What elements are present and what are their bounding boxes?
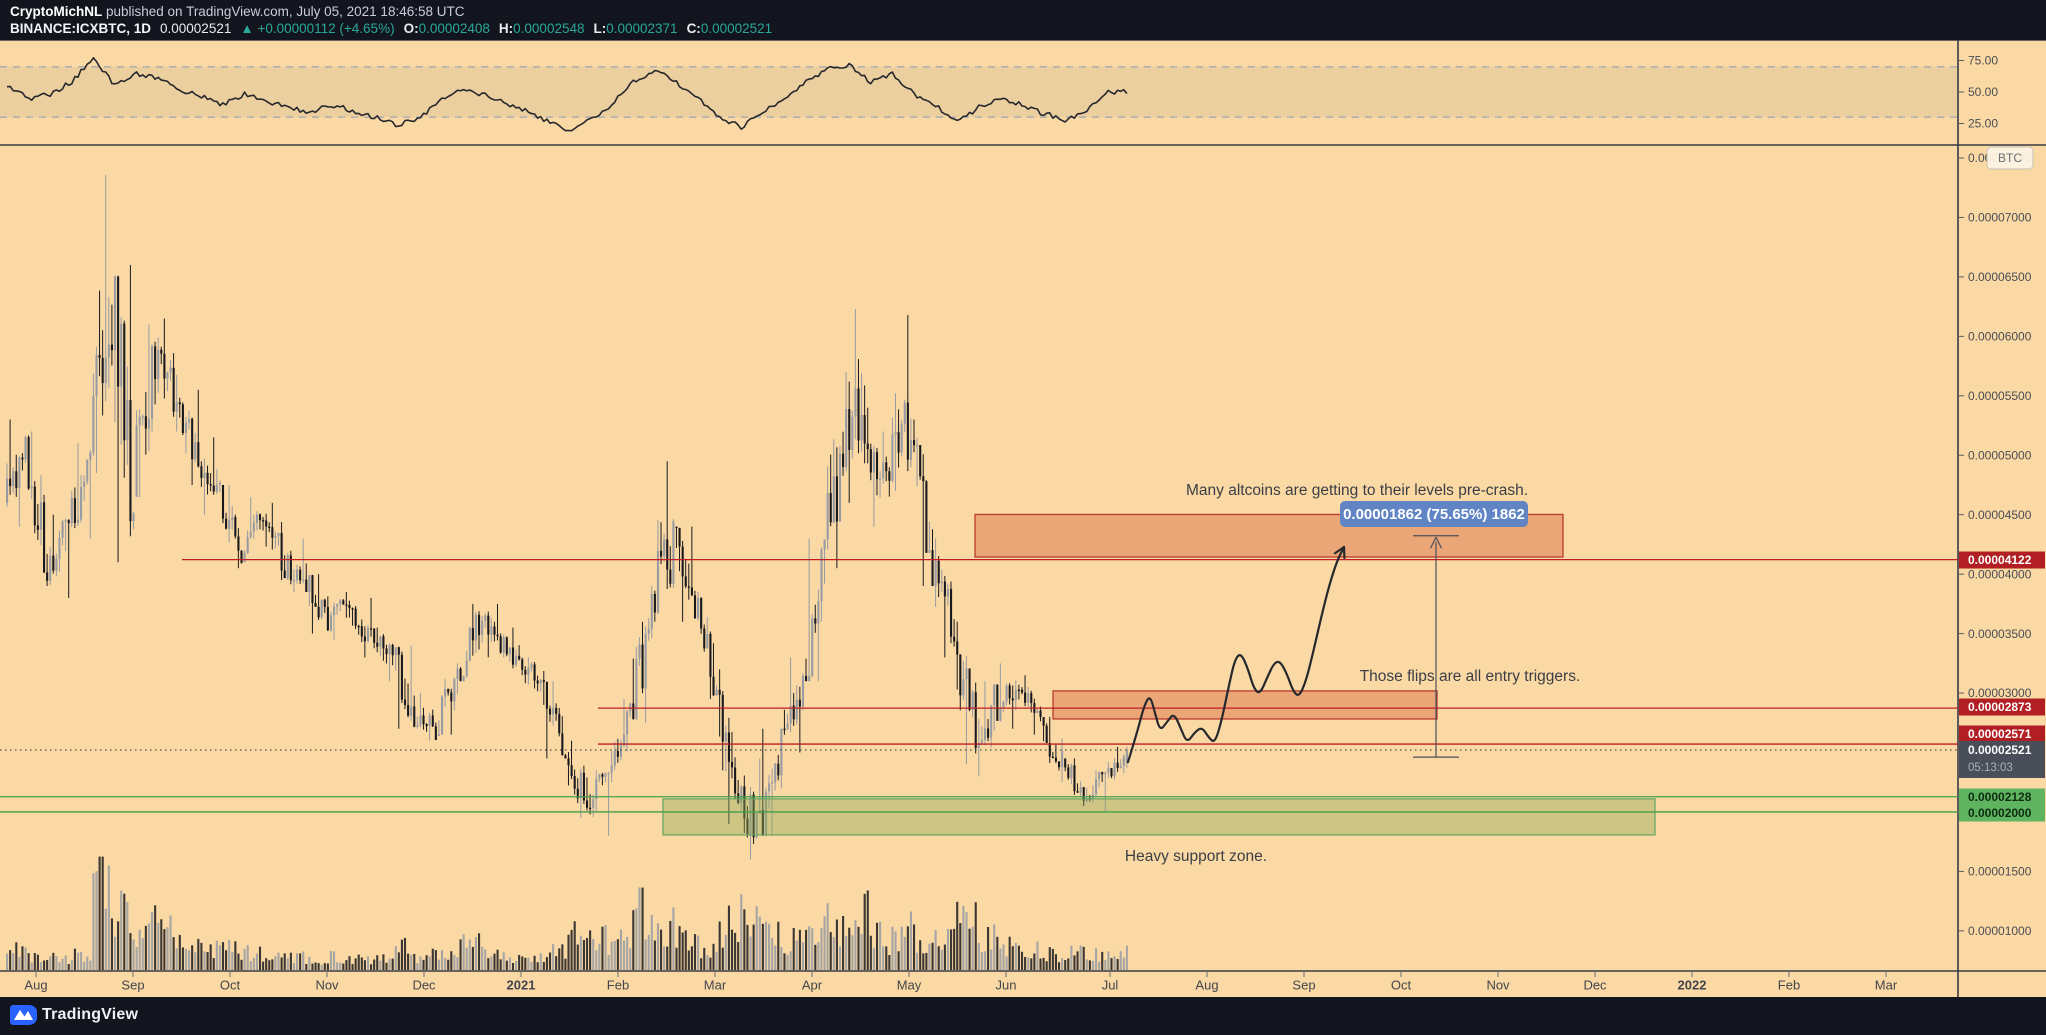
svg-text:0.00004000: 0.00004000	[1968, 567, 2032, 581]
svg-text:05:13:03: 05:13:03	[1968, 762, 2013, 774]
svg-text:0.00004500: 0.00004500	[1968, 508, 2032, 522]
low-value: 0.00002371	[606, 21, 678, 36]
publish-info: CryptoMichNL published on TradingView.co…	[10, 4, 464, 19]
svg-text:0.00001500: 0.00001500	[1968, 865, 2032, 879]
tradingview-brand-text[interactable]: TradingView	[42, 1006, 139, 1023]
last-price: 0.00002521	[160, 21, 232, 36]
svg-text:0.00002873: 0.00002873	[1968, 700, 2032, 714]
svg-text:Dec: Dec	[412, 977, 436, 992]
svg-text:Mar: Mar	[704, 977, 727, 992]
svg-text:75.00: 75.00	[1968, 54, 1998, 68]
open-value: 0.00002408	[418, 21, 490, 36]
svg-text:Sep: Sep	[1292, 977, 1315, 992]
candlesticks	[6, 174, 1128, 860]
chart-backgrounds	[0, 39, 2046, 997]
svg-text:Apr: Apr	[802, 977, 823, 992]
svg-text:0.00001000: 0.00001000	[1968, 924, 2032, 938]
svg-text:Oct: Oct	[220, 977, 241, 992]
svg-text:Dec: Dec	[1583, 977, 1607, 992]
author-name: CryptoMichNL	[10, 4, 103, 19]
svg-text:Nov: Nov	[1486, 977, 1510, 992]
open-label: O:	[403, 21, 419, 36]
symbol-label: BINANCE:ICXBTC, 1D	[10, 21, 152, 36]
svg-text:Aug: Aug	[1195, 977, 1218, 992]
svg-text:0.00005500: 0.00005500	[1968, 389, 2032, 403]
high-label: H:	[498, 21, 514, 36]
svg-text:0.00002521: 0.00002521	[1968, 743, 2032, 757]
svg-text:May: May	[897, 977, 922, 992]
svg-text:Feb: Feb	[607, 977, 629, 992]
svg-text:2021: 2021	[507, 977, 536, 992]
svg-text:Feb: Feb	[1778, 977, 1800, 992]
horizontal-level-lines[interactable]	[0, 558, 1958, 813]
price-axis[interactable]: 75.0050.0025.000.000075000.000070000.000…	[1958, 54, 2045, 938]
svg-text:25.00: 25.00	[1968, 117, 1998, 131]
price-range-measure-tool[interactable]: 0.00001862 (75.65%) 1862	[1340, 501, 1528, 758]
close-value: 0.00002521	[700, 21, 773, 36]
svg-text:0.00002128: 0.00002128	[1968, 790, 2032, 804]
low-label: L:	[593, 21, 607, 36]
svg-text:0.00003500: 0.00003500	[1968, 627, 2032, 641]
svg-text:Jun: Jun	[996, 977, 1017, 992]
svg-text:Oct: Oct	[1391, 977, 1412, 992]
publish-text: published on TradingView.com, July 05, 2…	[102, 4, 465, 19]
chart-annotation-text: Heavy support zone.	[1125, 848, 1267, 865]
svg-text:Mar: Mar	[1875, 977, 1898, 992]
svg-text:0.00004122: 0.00004122	[1968, 553, 2032, 567]
svg-text:0.00007000: 0.00007000	[1968, 211, 2032, 225]
annotation-texts: Many altcoins are getting to their level…	[1125, 482, 1580, 865]
svg-text:0.00001862 (75.65%) 1862: 0.00001862 (75.65%) 1862	[1343, 506, 1525, 523]
footer-bar: TradingView	[0, 997, 2046, 1035]
svg-text:0.00002000: 0.00002000	[1968, 806, 2032, 820]
svg-text:50.00: 50.00	[1968, 85, 1998, 99]
projection-curve-drawing[interactable]	[1126, 545, 1346, 764]
svg-text:0.00002571: 0.00002571	[1968, 727, 2032, 741]
svg-text:Jul: Jul	[1102, 977, 1119, 992]
symbol-row: BINANCE:ICXBTC, 1D 0.00002521 ▲ +0.0000011…	[10, 21, 772, 36]
close-label: C:	[686, 21, 701, 36]
svg-text:0.00003000: 0.00003000	[1968, 686, 2032, 700]
chart-annotation-text: Many altcoins are getting to their level…	[1186, 482, 1528, 499]
svg-text:0.00006500: 0.00006500	[1968, 270, 2032, 284]
volume-bars	[6, 856, 1128, 970]
rsi-indicator-pane	[6, 56, 1128, 132]
svg-text:Sep: Sep	[121, 977, 144, 992]
svg-text:0.00006000: 0.00006000	[1968, 330, 2032, 344]
svg-text:BTC: BTC	[1998, 151, 2022, 165]
high-value: 0.00002548	[513, 21, 585, 36]
svg-text:2022: 2022	[1678, 977, 1707, 992]
svg-text:Aug: Aug	[24, 977, 47, 992]
svg-text:Nov: Nov	[315, 977, 339, 992]
tradingview-logo-icon[interactable]	[10, 1004, 37, 1026]
chart-header: CryptoMichNL published on TradingView.co…	[0, 0, 2046, 40]
svg-text:0.00005000: 0.00005000	[1968, 448, 2032, 462]
drawing-zones[interactable]	[662, 513, 1656, 836]
chart-annotation-text: Those flips are all entry triggers.	[1360, 668, 1581, 685]
price-change: ▲ +0.00000112 (+4.65%)	[240, 21, 395, 36]
time-axis[interactable]: Aug Sep Oct Nov Dec 2021 Feb Mar Apr May Jun Jul Aug…	[24, 971, 1898, 992]
